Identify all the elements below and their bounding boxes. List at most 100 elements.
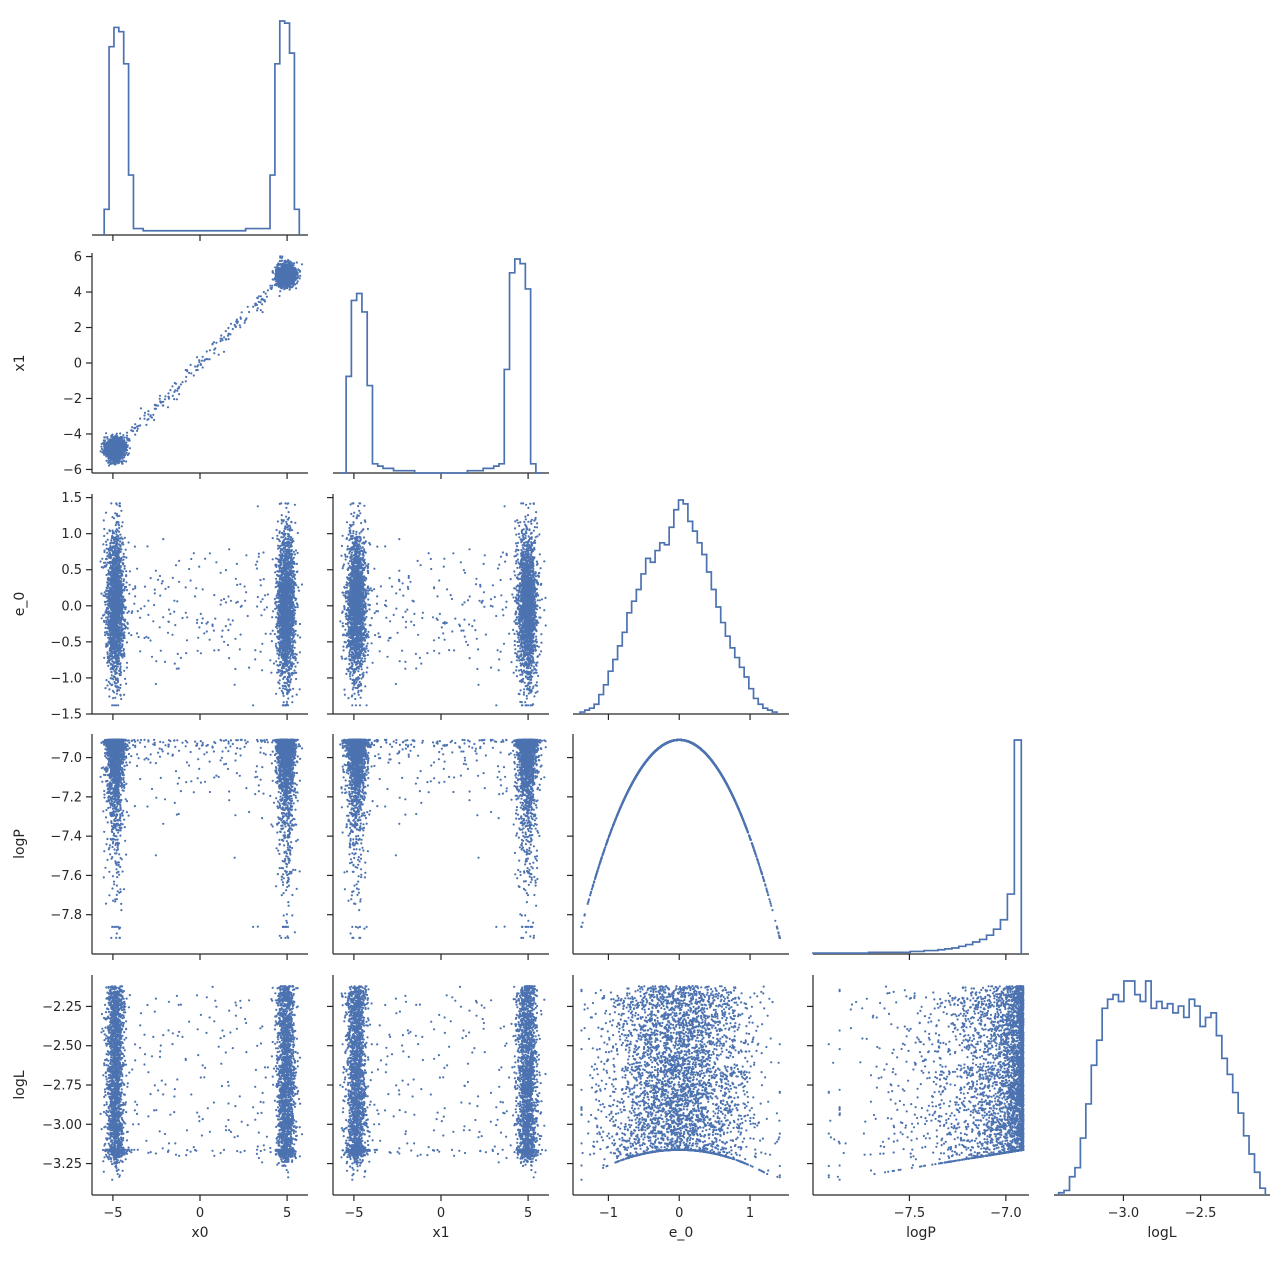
scatter-point	[287, 276, 289, 278]
scatter-point	[293, 276, 295, 278]
scatter-e_0-vs-x0	[100, 502, 304, 706]
scatter-point	[281, 255, 283, 257]
scatter-point	[107, 445, 109, 447]
scatter-point	[172, 395, 174, 397]
scatter-point	[110, 455, 112, 457]
scatter-point	[129, 440, 131, 442]
scatter-point	[159, 398, 161, 400]
scatter-point	[154, 404, 156, 406]
scatter-point	[236, 563, 238, 565]
scatter-point	[283, 271, 285, 273]
scatter-point	[277, 545, 279, 547]
scatter-point	[198, 361, 200, 363]
scatter-point	[143, 418, 145, 420]
scatter-point	[152, 620, 154, 622]
scatter-point	[244, 322, 246, 324]
scatter-point	[202, 356, 204, 358]
scatter-point	[146, 419, 148, 421]
scatter-point	[140, 407, 142, 409]
scatter-point	[114, 463, 116, 465]
scatter-point	[296, 563, 298, 565]
scatter-point	[103, 439, 105, 441]
scatter-point	[291, 701, 293, 703]
scatter-point	[213, 352, 215, 354]
scatter-point	[297, 634, 299, 636]
scatter-point	[281, 260, 283, 262]
scatter-point	[112, 459, 114, 461]
scatter-point	[260, 309, 262, 311]
scatter-x1-vs-x0	[100, 255, 304, 466]
scatter-point	[293, 264, 295, 266]
scatter-point	[115, 434, 117, 436]
scatter-point	[277, 264, 279, 266]
scatter-point	[116, 439, 118, 441]
scatter-point	[263, 578, 265, 580]
scatter-point	[126, 437, 128, 439]
scatter-point	[168, 396, 170, 398]
y-tick-label: −2	[63, 392, 82, 407]
scatter-point	[124, 445, 126, 447]
scatter-point	[204, 359, 206, 361]
scatter-point	[220, 338, 222, 340]
scatter-point	[111, 449, 113, 451]
scatter-point	[294, 271, 296, 273]
scatter-point	[262, 311, 264, 313]
scatter-point	[112, 444, 114, 446]
scatter-point	[237, 321, 239, 323]
scatter-point	[181, 617, 183, 619]
scatter-point	[218, 649, 220, 651]
scatter-point	[198, 359, 200, 361]
scatter-point	[287, 270, 289, 272]
scatter-point	[111, 447, 113, 449]
scatter-point	[105, 432, 107, 434]
scatter-point	[126, 435, 128, 437]
scatter-point	[283, 701, 285, 703]
scatter-point	[117, 443, 119, 445]
scatter-point	[104, 453, 106, 455]
y-tick-label: 0	[74, 357, 82, 372]
scatter-point	[275, 280, 277, 282]
scatter-point	[301, 263, 303, 265]
scatter-point	[196, 365, 198, 367]
scatter-point	[101, 443, 103, 445]
scatter-point	[202, 366, 204, 368]
scatter-point	[236, 319, 238, 321]
scatter-point	[122, 434, 124, 436]
scatter-point	[105, 679, 107, 681]
scatter-point	[234, 324, 236, 326]
scatter-point	[162, 538, 164, 540]
scatter-point	[171, 385, 173, 387]
scatter-point	[225, 338, 227, 340]
scatter-point	[162, 401, 164, 403]
scatter-point	[117, 462, 119, 464]
scatter-point	[134, 546, 136, 548]
scatter-point	[200, 363, 202, 365]
scatter-point	[186, 639, 188, 641]
scatter-point	[292, 274, 294, 276]
scatter-point	[299, 270, 301, 272]
scatter-point	[266, 296, 268, 298]
scatter-point	[264, 300, 266, 302]
scatter-point	[185, 380, 187, 382]
histogram-x1	[341, 259, 541, 473]
scatter-point	[134, 423, 136, 425]
scatter-point	[287, 261, 289, 263]
scatter-point	[290, 265, 292, 267]
scatter-point	[227, 333, 229, 335]
scatter-point	[276, 672, 278, 674]
y-tick-label: 1.0	[61, 527, 82, 542]
scatter-point	[107, 442, 109, 444]
histogram-x0	[104, 21, 299, 235]
scatter-point	[267, 289, 269, 291]
y-tick-label: −6	[63, 463, 82, 478]
scatter-point	[261, 303, 263, 305]
scatter-point	[118, 527, 120, 529]
scatter-point	[167, 406, 169, 408]
scatter-point	[294, 283, 296, 285]
y-tick-label: −4	[63, 427, 82, 442]
scatter-point	[181, 381, 183, 383]
scatter-point	[114, 455, 116, 457]
scatter-point	[108, 688, 110, 690]
scatter-point	[119, 441, 121, 443]
